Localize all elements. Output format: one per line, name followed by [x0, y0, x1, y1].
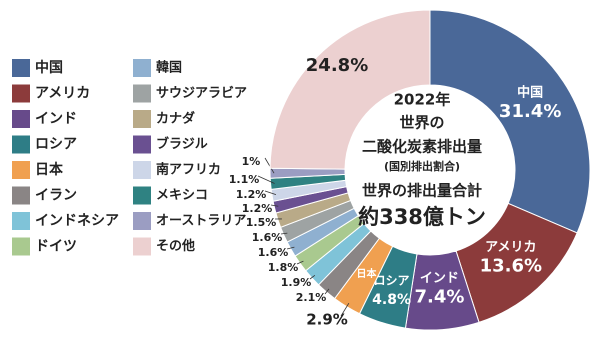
- legend-swatch: [12, 186, 30, 205]
- value-label: 1.5%: [246, 216, 277, 229]
- segment-name: インド: [420, 271, 459, 286]
- center-text: 世界の: [399, 114, 444, 132]
- center-text: 2022年: [394, 91, 451, 109]
- legend-label: ロシア: [35, 137, 77, 153]
- legend-swatch: [12, 135, 30, 154]
- center-text: 二酸化炭素排出量: [362, 138, 482, 156]
- value-label: 13.6%: [480, 256, 542, 277]
- leader-line: [309, 274, 316, 280]
- leader-line: [324, 288, 330, 295]
- leader-line: [264, 157, 275, 174]
- value-label: 31.4%: [499, 101, 561, 122]
- legend-swatch: [133, 161, 151, 179]
- legend-swatch: [12, 84, 30, 103]
- value-label: 24.8%: [306, 55, 368, 76]
- center-text: (国別排出割合): [384, 159, 460, 173]
- center-text: 約338億トン: [358, 205, 486, 229]
- legend-label: イラン: [35, 188, 77, 204]
- legend-label: インドネシア: [35, 213, 119, 229]
- legend-label: 日本: [35, 161, 64, 178]
- leader-line: [296, 260, 304, 265]
- segment-name: 日本: [357, 267, 378, 280]
- legend-swatch: [12, 161, 30, 179]
- legend-swatch: [12, 110, 30, 128]
- legend-label: カナダ: [156, 111, 195, 127]
- leader-line: [257, 175, 275, 184]
- value-label: 1.2%: [236, 188, 267, 201]
- segment-name: 中国: [517, 84, 543, 100]
- legend-swatch: [12, 59, 30, 77]
- value-label: 2.9%: [306, 311, 348, 329]
- leader-line: [286, 246, 295, 250]
- value-label: 1.8%: [268, 261, 299, 274]
- value-label: 1.2%: [242, 202, 273, 215]
- legend-label: ドイツ: [35, 239, 77, 255]
- donut-segment: [429, 9, 591, 234]
- legend-label: サウジアラビア: [156, 85, 247, 101]
- legend-swatch: [12, 212, 30, 230]
- legend-swatch: [133, 135, 151, 154]
- legend-label: メキシコ: [156, 188, 208, 203]
- legend-swatch: [133, 212, 151, 230]
- value-label: 1.6%: [252, 231, 283, 244]
- value-label: 1.6%: [258, 246, 289, 259]
- value-label: 1%: [242, 155, 261, 168]
- legend-swatch: [133, 110, 151, 128]
- legend-label: 中国: [35, 59, 63, 76]
- leader-line: [270, 204, 279, 207]
- value-label: 2.1%: [296, 291, 327, 304]
- value-label: 4.8%: [372, 292, 411, 308]
- legend-label: ブラジル: [156, 136, 208, 152]
- segment-name: ロシア: [374, 274, 410, 288]
- value-label: 7.4%: [414, 287, 464, 308]
- segment-name: アメリカ: [485, 240, 536, 255]
- legend-swatch: [12, 237, 30, 256]
- legend-label: 韓国: [156, 60, 182, 76]
- donut-segment: [269, 9, 431, 170]
- leader-line: [280, 232, 288, 235]
- center-text: 世界の排出量合計: [362, 182, 482, 200]
- leader-line: [264, 190, 277, 196]
- legend-swatch: [133, 186, 151, 205]
- legend-swatch: [133, 237, 151, 256]
- legend-label: その他: [156, 238, 195, 254]
- value-label: 1.9%: [281, 276, 312, 289]
- legend-swatch: [133, 84, 151, 103]
- legend-label: 南アフリカ: [156, 162, 221, 178]
- legend-label: インド: [35, 111, 77, 127]
- legend-label: オーストラリア: [156, 214, 246, 229]
- value-label: 1.1%: [229, 173, 260, 186]
- leader-line: [340, 303, 350, 317]
- legend-swatch: [133, 59, 151, 77]
- legend-label: アメリカ: [35, 86, 90, 102]
